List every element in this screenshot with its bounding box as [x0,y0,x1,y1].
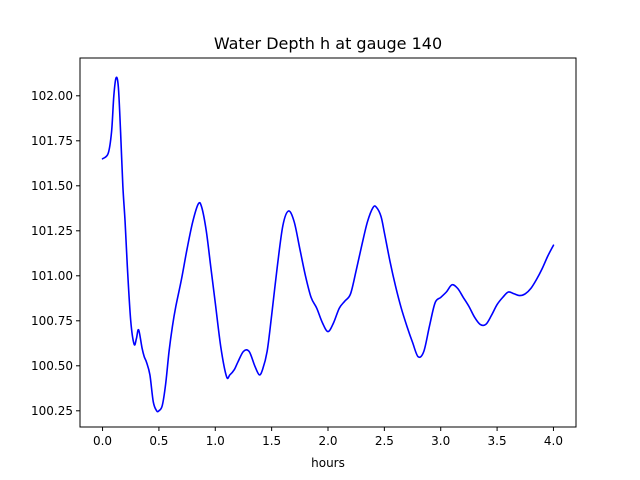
x-tick-label: 4.0 [544,434,563,448]
plot-frame [79,57,577,428]
y-tick-label: 102.00 [31,89,73,103]
x-tick-label: 2.0 [318,434,337,448]
x-tick-label: 2.5 [375,434,394,448]
y-tick-label: 100.25 [31,404,73,418]
y-tick-label: 100.75 [31,314,73,328]
series-line [101,76,555,413]
y-tick-label: 101.75 [31,134,73,148]
series-layer [101,76,555,413]
x-tick-label: 3.5 [488,434,507,448]
y-tick-label: 101.50 [31,179,73,193]
x-tick-label: 3.0 [431,434,450,448]
y-tick-label: 100.50 [31,359,73,373]
y-tick-label: 101.00 [31,269,73,283]
x-tick-label: 0.5 [149,434,168,448]
x-tick-label: 0.0 [93,434,112,448]
x-tick-label: 1.0 [206,434,225,448]
x-axis-label: hours [311,456,345,470]
y-axis-ticks: 100.25 100.50 100.75 101.00 101.25 101.50 101.… [31,89,80,418]
x-axis-ticks: 0.0 0.5 1.0 1.5 2.0 2.5 3.0 3.5 4.0 [93,427,563,448]
x-tick-label: 1.5 [262,434,281,448]
chart-title: Water Depth h at gauge 140 [214,34,442,53]
y-tick-label: 101.25 [31,224,73,238]
